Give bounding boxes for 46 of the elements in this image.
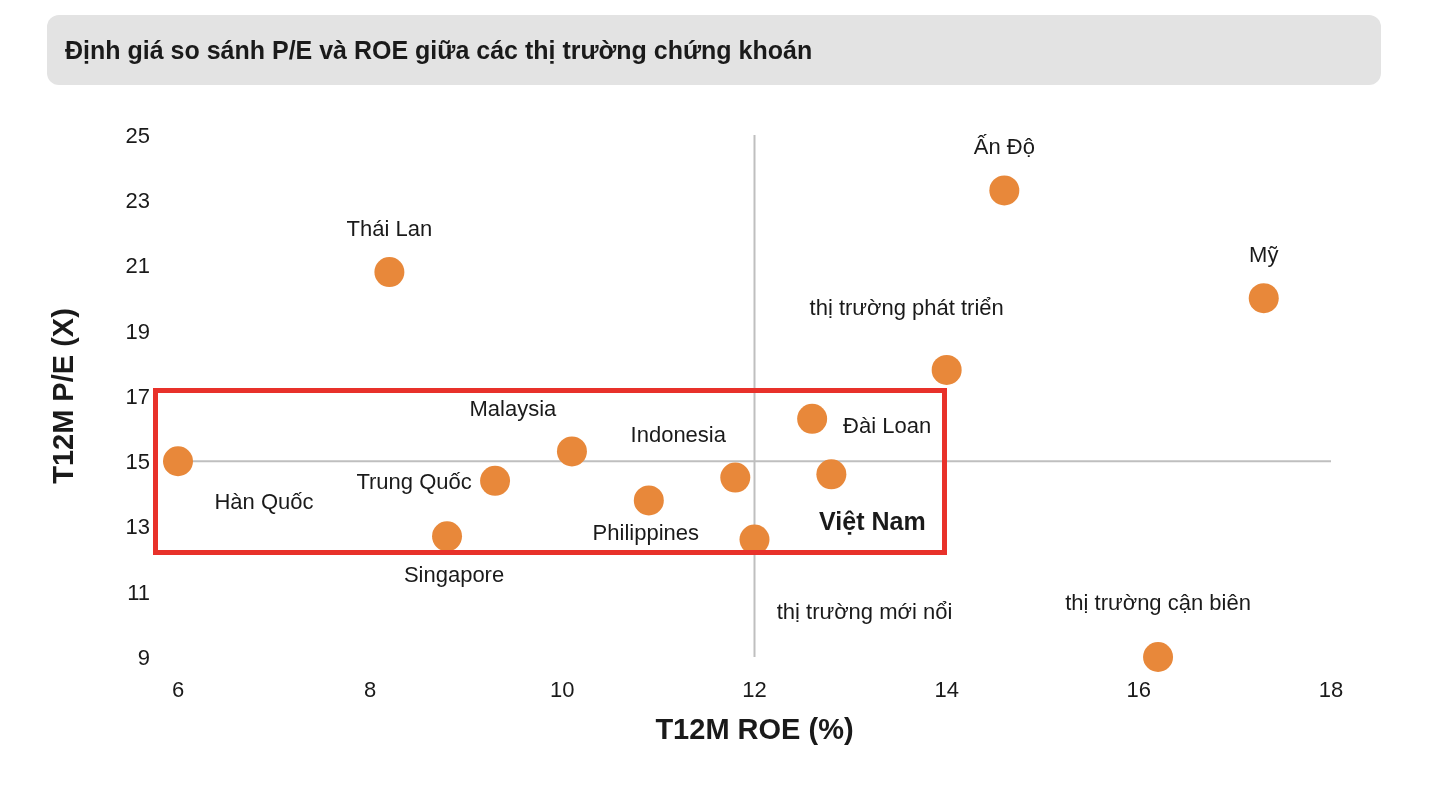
y-tick-label: 17: [125, 383, 150, 409]
point: [163, 446, 193, 477]
series-label: Ấn Độ: [973, 133, 1035, 159]
x-tick-label: 18: [1318, 676, 1344, 702]
y-tick-label: 15: [125, 449, 150, 475]
y-tick-label: 23: [125, 188, 150, 214]
series-label: Mỹ: [1249, 241, 1279, 267]
series-label: Malaysia: [469, 395, 558, 421]
y-tick-label: 13: [125, 514, 150, 540]
text: thị trường mới nổi: [776, 599, 953, 625]
x-tick-label: 16: [1126, 676, 1152, 702]
y-tick-label: 11: [127, 579, 150, 605]
text: thị trường phát triển: [809, 295, 1004, 321]
y-tick-label: 19: [125, 318, 150, 344]
point: [931, 354, 962, 385]
point: [720, 462, 751, 493]
y-tick-label: 25: [125, 122, 150, 148]
y-axis-title: T12M P/E (X): [47, 308, 80, 484]
x-tick-label: 6: [171, 676, 185, 702]
x-tick-label: 10: [550, 676, 575, 702]
point: [432, 521, 463, 552]
x-tick-label: 14: [934, 676, 959, 702]
series-label: Trung Quốc: [356, 469, 472, 495]
series-label: Đài Loan: [843, 413, 932, 439]
point: [989, 175, 1020, 206]
y-tick-label: 21: [125, 253, 150, 279]
x-axis-title: T12M ROE (%): [655, 713, 854, 745]
point: [374, 257, 405, 288]
point: [556, 436, 587, 467]
series-label: thị trường cận biên: [1065, 589, 1251, 615]
series-label: Việt Nam: [819, 507, 926, 536]
chart-title: Định giá so sánh P/E và ROE giữa các thị trường chứng khoán: [47, 15, 1381, 85]
series-label: Hàn Quốc: [214, 488, 314, 514]
point: [480, 465, 511, 496]
series-label: Thái Lan: [346, 215, 433, 241]
point: [633, 485, 664, 516]
x-tick-label: 8: [364, 676, 377, 702]
y-tick-label: 9: [137, 644, 150, 670]
point: [816, 459, 847, 490]
series-label: Philippines: [592, 519, 700, 545]
series-label: Indonesia: [630, 422, 727, 448]
x-tick-label: 12: [742, 676, 767, 702]
point: [1143, 642, 1174, 672]
series-label: Singapore: [403, 561, 505, 587]
point: [797, 403, 828, 434]
point: [1248, 283, 1279, 314]
